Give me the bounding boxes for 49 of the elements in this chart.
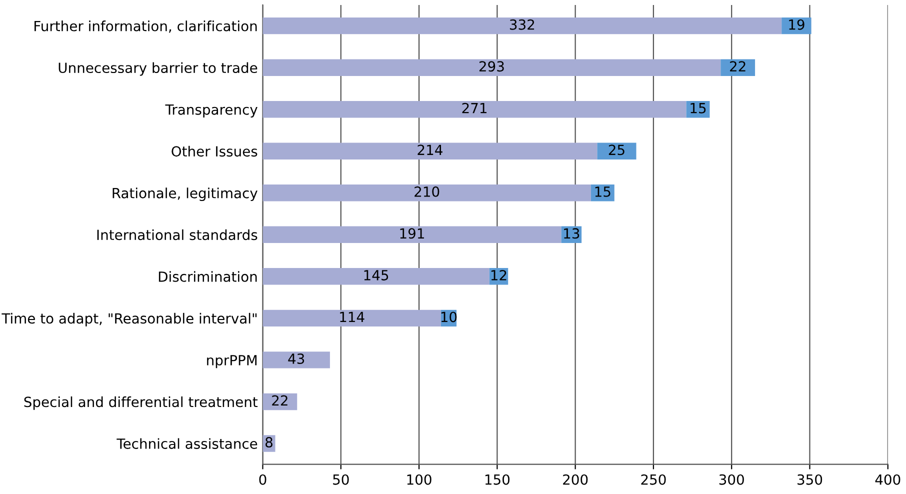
bar: [262, 184, 591, 202]
x-tick-label: 200: [563, 474, 588, 485]
x-tick-label: 0: [259, 474, 266, 485]
data-label: 293: [479, 61, 504, 72]
x-tick-label: 300: [719, 474, 744, 485]
data-label: 15: [690, 103, 706, 114]
y-tick-label: Discrimination: [158, 271, 257, 282]
y-tick-label: nprPPM: [207, 355, 257, 368]
data-label: 271: [462, 102, 486, 114]
x-tick-label: 100: [407, 474, 432, 485]
bar: [262, 310, 441, 327]
data-label: 214: [418, 144, 442, 155]
bar: [262, 226, 562, 244]
x-tick-label: 400: [875, 474, 900, 485]
data-label: 25: [608, 144, 624, 156]
y-tick-label: Further information, clarification: [34, 20, 257, 33]
data-label: 191: [400, 228, 424, 239]
data-label: 22: [730, 61, 746, 72]
y-tick-label: Rationale, legitimacy: [112, 188, 258, 202]
bar: [262, 101, 686, 118]
bar: [720, 59, 756, 76]
data-label: 8: [266, 437, 272, 448]
y-tick-label: International standards: [97, 229, 258, 240]
data-label: 22: [272, 395, 288, 406]
x-tick-label: 50: [333, 474, 349, 485]
x-tick-label: 150: [485, 474, 510, 485]
bar: [262, 142, 598, 160]
bar: [262, 352, 330, 368]
x-tick-label: 250: [641, 474, 666, 485]
y-tick-label: Technical assistance: [116, 438, 258, 449]
data-label: 43: [288, 353, 304, 364]
data-label: 332: [510, 19, 534, 30]
y-tick-label: Transparency: [165, 104, 258, 118]
data-label: 114: [340, 312, 364, 322]
bar: [262, 268, 490, 285]
y-tick-label: Other Issues: [172, 146, 258, 157]
y-tick-label: Unnecessary barrier to trade: [58, 62, 258, 76]
bar: [262, 17, 782, 34]
data-label: 145: [364, 270, 388, 280]
y-tick-label: Time to adapt, "Reasonable interval": [2, 312, 257, 326]
x-tick-label: 350: [798, 474, 822, 485]
bar: [262, 59, 721, 76]
data-label: 13: [564, 228, 580, 239]
data-label: 210: [414, 186, 440, 197]
data-label: 12: [491, 270, 506, 280]
data-label: 19: [789, 19, 804, 30]
y-tick-label: Special and differential treatment: [24, 396, 258, 410]
data-label: 15: [595, 186, 610, 197]
bar: [597, 142, 636, 160]
